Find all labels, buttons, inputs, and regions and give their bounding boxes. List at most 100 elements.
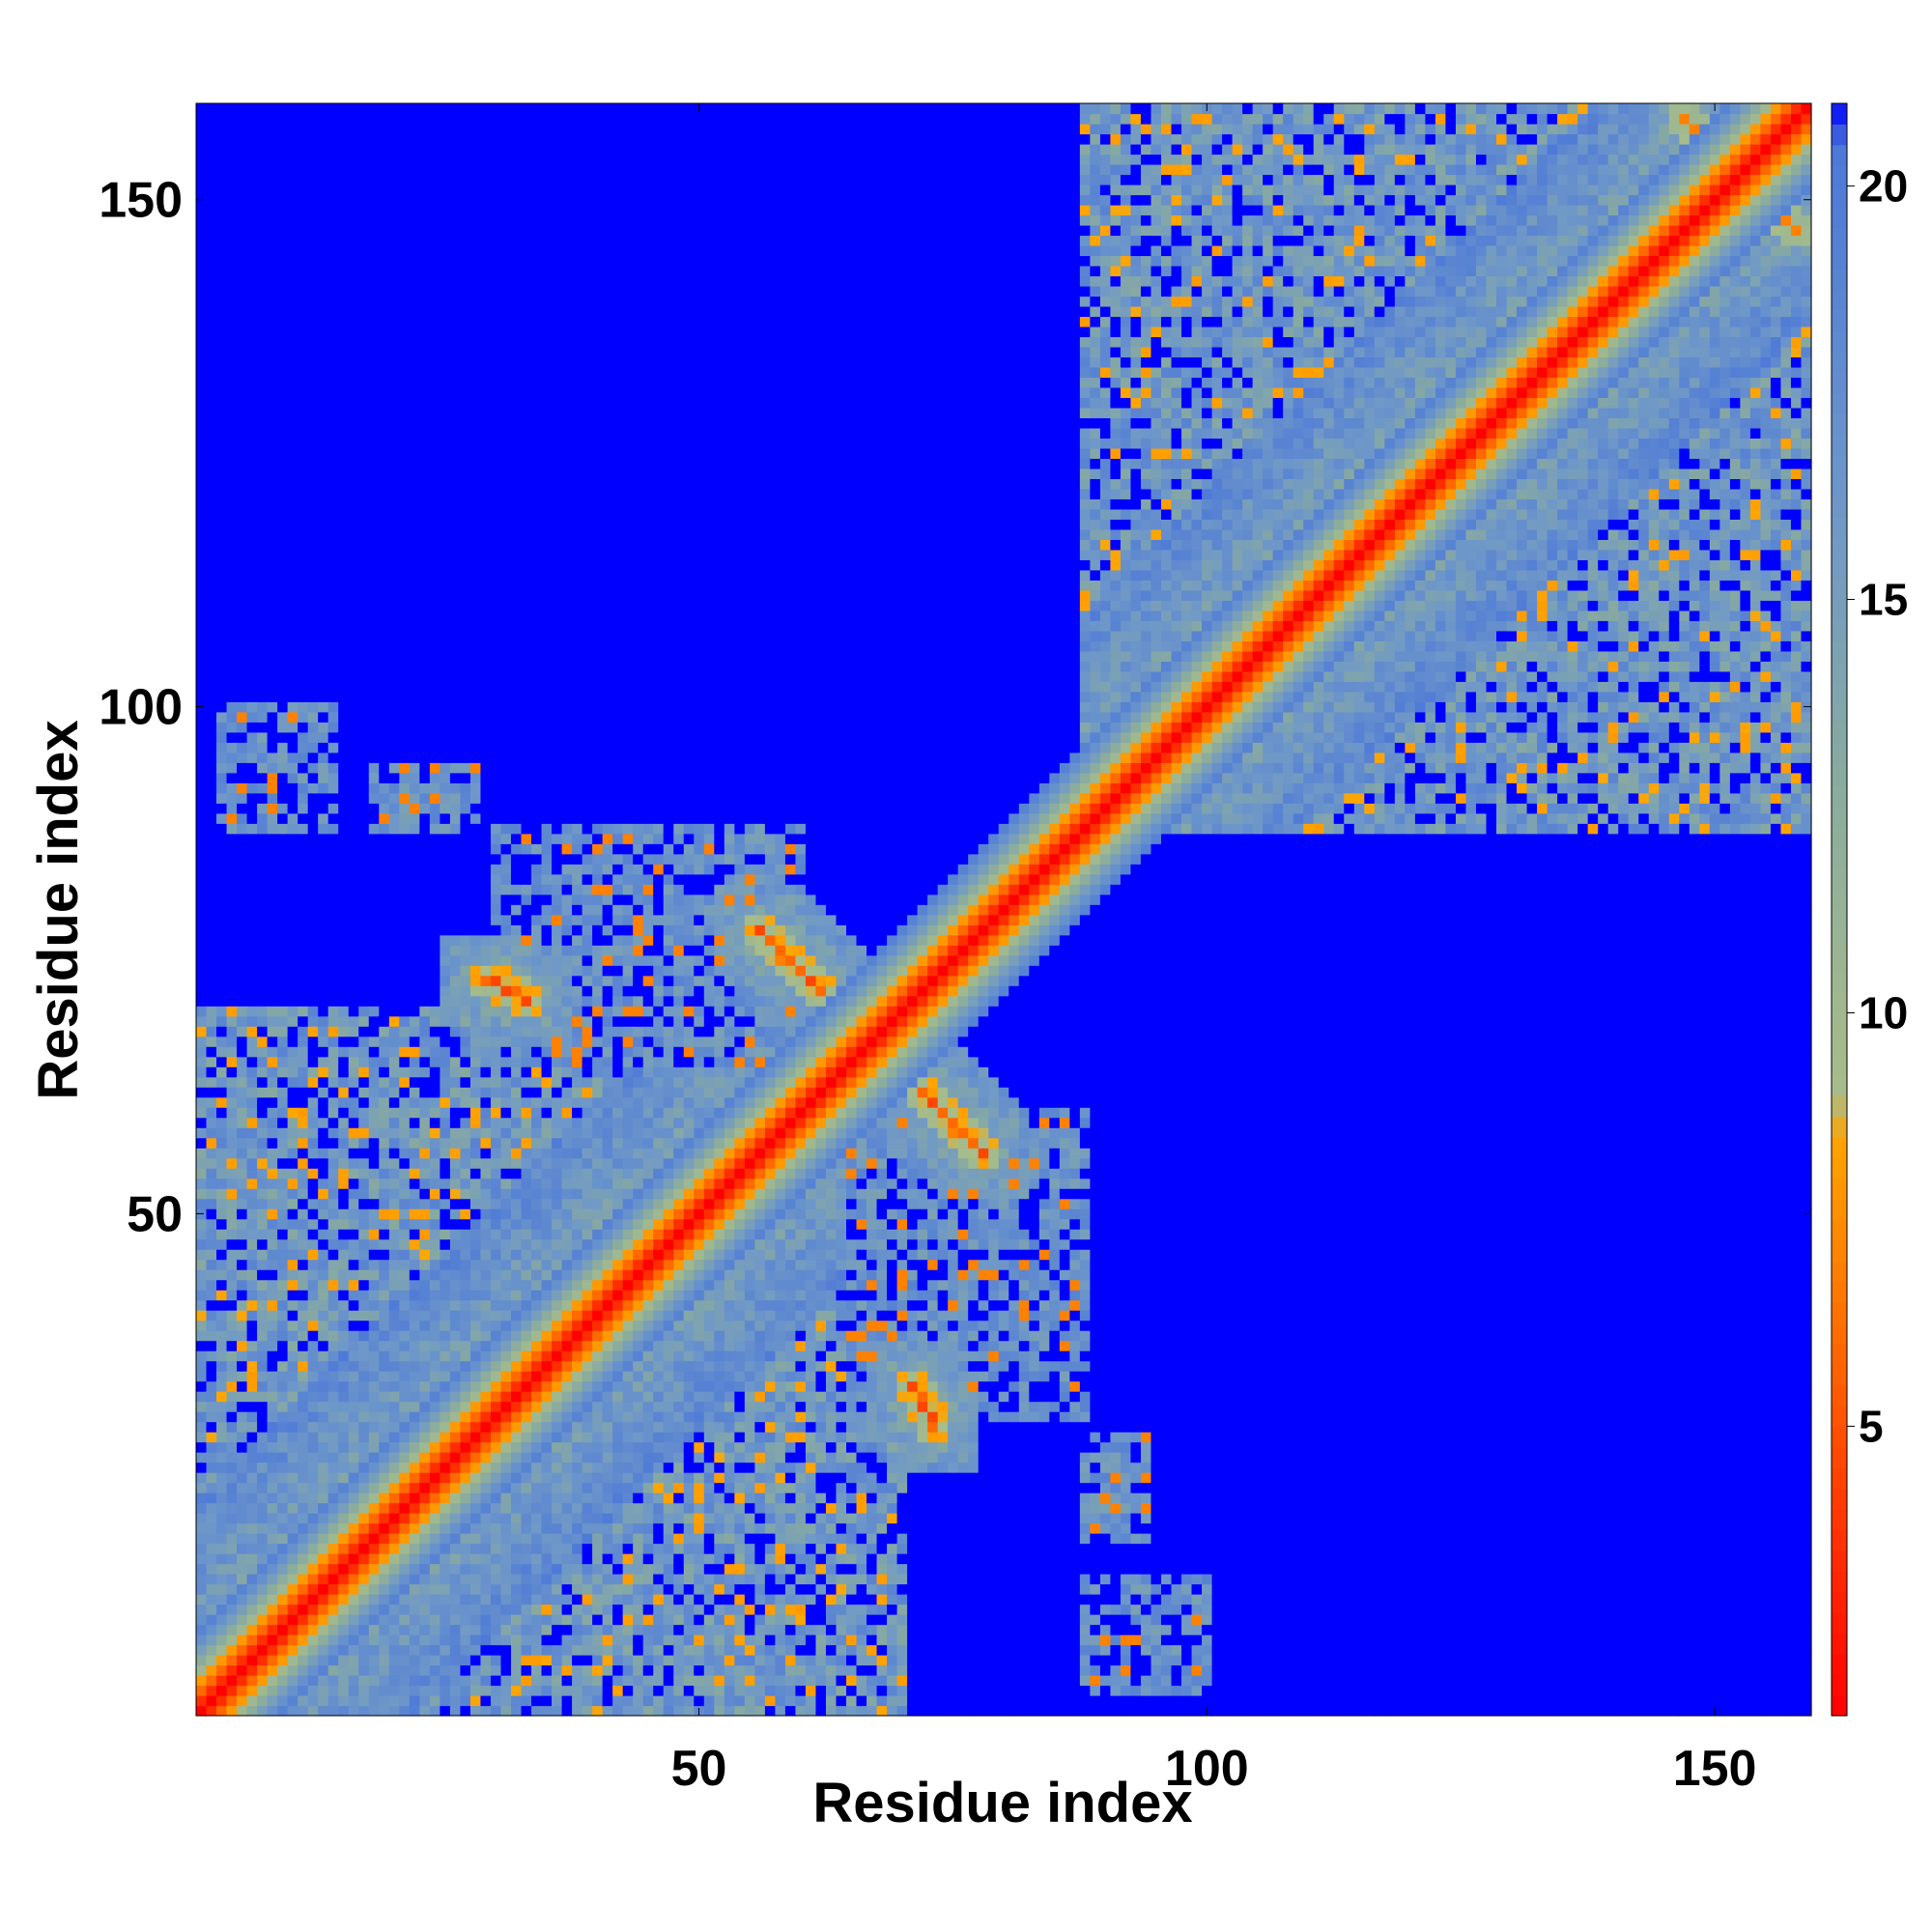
heatmap-cell (298, 386, 309, 399)
heatmap-cell (469, 1574, 482, 1585)
heatmap-cell (287, 985, 298, 997)
heatmap-cell (216, 1310, 228, 1321)
heatmap-cell (226, 884, 238, 895)
heatmap-cell (368, 1502, 380, 1514)
heatmap-cell (358, 255, 370, 267)
heatmap-cell (449, 823, 462, 835)
heatmap-cell (419, 1198, 431, 1209)
heatmap-cell (490, 235, 502, 246)
heatmap-cell (327, 1279, 339, 1291)
heatmap-cell (368, 235, 380, 246)
heatmap-cell (196, 1026, 208, 1037)
heatmap-cell (490, 458, 502, 469)
heatmap-cell (368, 843, 380, 855)
heatmap-cell (338, 468, 350, 479)
heatmap-cell (490, 1330, 502, 1342)
heatmap-cell (419, 894, 431, 905)
heatmap-cell (237, 995, 248, 1007)
heatmap-cell (257, 945, 269, 956)
heatmap-cell (206, 305, 217, 318)
heatmap-cell (246, 265, 258, 277)
heatmap-cell (409, 985, 420, 997)
heatmap-cell (327, 397, 339, 409)
heatmap-cell (379, 985, 390, 997)
heatmap-cell (409, 1482, 420, 1493)
heatmap-cell (348, 1624, 359, 1635)
heatmap-cell (246, 1198, 258, 1209)
heatmap-cell (469, 1350, 482, 1362)
heatmap-cell (226, 539, 238, 551)
heatmap-cell (409, 752, 420, 763)
heatmap-cell (358, 843, 370, 855)
heatmap-cell (399, 580, 411, 591)
heatmap-cell (277, 1452, 289, 1463)
heatmap-cell (460, 1066, 471, 1078)
heatmap-cell (399, 133, 411, 145)
heatmap-cell (409, 670, 420, 682)
heatmap-cell (460, 873, 471, 885)
heatmap-cell (267, 377, 278, 388)
heatmap-cell (196, 1137, 208, 1149)
heatmap-cell (216, 1391, 228, 1403)
heatmap-cell (388, 1076, 400, 1088)
heatmap-cell (379, 1513, 390, 1524)
heatmap-cell (246, 630, 258, 641)
heatmap-cell (298, 204, 309, 216)
heatmap-cell (388, 1006, 400, 1017)
heatmap-cell (267, 1127, 278, 1139)
heatmap-cell (206, 1644, 217, 1656)
heatmap-cell (399, 1015, 411, 1027)
heatmap-cell (277, 691, 289, 702)
heatmap-cell (440, 1371, 451, 1382)
heatmap-cell (196, 630, 208, 641)
heatmap-cell (298, 1594, 309, 1605)
heatmap-cell (327, 1229, 339, 1240)
heatmap-cell (379, 244, 390, 257)
heatmap-cell (490, 1107, 502, 1119)
heatmap-cell (338, 1513, 350, 1524)
heatmap-cell (196, 722, 208, 733)
heatmap-cell (338, 985, 350, 997)
heatmap-cell (196, 1614, 208, 1626)
heatmap-cell (257, 1178, 269, 1189)
heatmap-cell (327, 1290, 339, 1301)
heatmap-cell (216, 235, 228, 246)
heatmap-cell (469, 610, 482, 621)
heatmap-cell (449, 174, 462, 185)
heatmap-cell (237, 356, 248, 368)
heatmap-cell (480, 478, 492, 490)
heatmap-cell (388, 103, 400, 115)
heatmap-cell (440, 468, 451, 479)
heatmap-cell (226, 742, 238, 753)
heatmap-cell (368, 1371, 380, 1382)
heatmap-cell (298, 1675, 309, 1687)
heatmap-cell (449, 316, 462, 327)
heatmap-cell (307, 1218, 319, 1230)
heatmap-cell (226, 1157, 238, 1169)
heatmap-cell (307, 478, 319, 490)
heatmap-cell (490, 224, 502, 237)
heatmap-cell (277, 1107, 289, 1119)
heatmap-cell (206, 894, 217, 905)
heatmap-cell (490, 549, 502, 560)
heatmap-cell (298, 722, 309, 733)
heatmap-cell (469, 1127, 482, 1139)
heatmap-cell (206, 1096, 217, 1108)
heatmap-cell (440, 1553, 451, 1565)
heatmap-cell (348, 539, 359, 551)
heatmap-cell (298, 731, 309, 743)
heatmap-cell (287, 1664, 298, 1676)
heatmap-cell (419, 1675, 431, 1687)
heatmap-cell (419, 823, 431, 835)
heatmap-cell (298, 1441, 309, 1453)
heatmap-cell (429, 1391, 440, 1403)
heatmap-cell (327, 154, 339, 165)
heatmap-cell (298, 1249, 309, 1261)
heatmap-cell (267, 1168, 278, 1179)
heatmap-cell (429, 731, 440, 743)
heatmap-cell (348, 691, 359, 702)
heatmap-cell (298, 945, 309, 956)
heatmap-cell (277, 1411, 289, 1423)
heatmap-cell (379, 417, 390, 429)
heatmap-cell (298, 1198, 309, 1209)
